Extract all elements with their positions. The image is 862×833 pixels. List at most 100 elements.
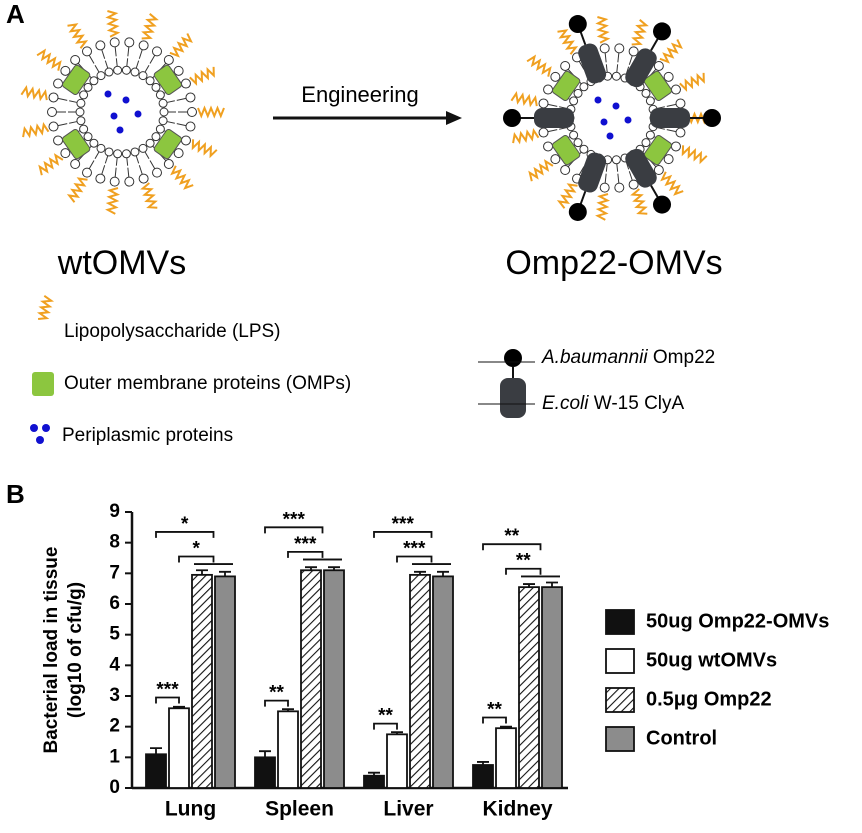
lipid-tail: [617, 52, 620, 63]
lipid-head: [663, 71, 674, 82]
lipid-head: [653, 165, 664, 176]
vesicle: [503, 15, 721, 221]
bar: [495, 727, 517, 789]
significance-bracket: [155, 696, 180, 704]
lps: [557, 29, 579, 55]
y-tick-label: 9: [109, 501, 120, 522]
periplasmic: [104, 90, 112, 98]
omp: [551, 134, 581, 166]
significance-bracket: [264, 699, 289, 707]
lipid-tail: [547, 103, 558, 107]
lps: [36, 48, 62, 71]
lipid-head: [569, 130, 579, 140]
legend-label: 0.5μg Omp22: [646, 688, 772, 710]
y-tick-label: 7: [109, 562, 120, 583]
lipid-head: [158, 98, 168, 108]
lipid-head: [573, 138, 583, 148]
lipid-tail: [578, 60, 585, 70]
lipid-head: [104, 147, 114, 157]
y-tick-label: 6: [109, 593, 120, 614]
lipid-tail: [149, 160, 156, 170]
lipid-tail: [176, 123, 187, 127]
lipid-head: [53, 78, 64, 89]
lipid-head: [173, 65, 184, 76]
lipid-tail: [94, 151, 100, 160]
bar: [363, 774, 385, 789]
omp22: [653, 195, 671, 214]
lipid-head: [113, 65, 123, 75]
legend-label: 50ug wtOMVs: [646, 649, 777, 671]
significance-label: *: [193, 538, 201, 559]
bar: [191, 573, 213, 789]
lps: [67, 23, 89, 49]
vesicle-name: Omp22-OMVs: [505, 244, 722, 282]
significance-bracket: [264, 526, 324, 534]
lps: [512, 128, 540, 145]
error-bar: [173, 705, 185, 709]
lipid-head: [95, 40, 106, 51]
error-bar: [437, 570, 449, 577]
lipid-head: [70, 159, 81, 170]
lipid-head: [138, 40, 149, 51]
significance-label: **: [504, 526, 519, 547]
periplasmic: [30, 424, 38, 432]
clya: [534, 108, 574, 128]
lipid-head: [96, 71, 106, 81]
lipid-tail: [666, 103, 677, 107]
lipid-head: [83, 132, 93, 142]
lipid-tail: [57, 123, 68, 127]
lps: [660, 171, 684, 196]
lipid-tail: [127, 167, 130, 178]
panel-label: A: [6, 0, 25, 29]
bar: [386, 733, 408, 789]
error-bar: [523, 583, 535, 588]
lipid-head: [180, 135, 191, 146]
lps: [169, 33, 193, 58]
lipid-tail: [166, 100, 175, 103]
legend-swatch: [605, 648, 635, 674]
lps: [189, 66, 215, 86]
lipid-head: [645, 96, 655, 106]
lipid-head: [152, 167, 162, 178]
lipid-tail: [149, 54, 156, 64]
omp: [551, 70, 581, 102]
omp22: [503, 109, 521, 127]
lipid-head: [670, 141, 681, 152]
omp22: [568, 202, 587, 221]
lipid-tail: [176, 97, 187, 101]
lipid-tail: [115, 157, 118, 166]
lipid-head: [76, 98, 86, 108]
lipid-tail: [628, 171, 633, 181]
lipid-head: [614, 182, 625, 193]
significance-bracket: [287, 550, 324, 558]
lipid-tail: [88, 160, 95, 170]
omp22: [653, 22, 671, 41]
lipid-head: [579, 82, 589, 92]
lipid-tail: [666, 129, 677, 133]
lipid-head: [185, 121, 196, 132]
significance-bracket: [155, 531, 215, 538]
lipid-head: [550, 154, 561, 165]
lipid-head: [155, 124, 165, 134]
lps: [631, 19, 649, 46]
periplasmic: [122, 96, 130, 104]
lipid-head: [121, 149, 131, 159]
legend-swatch: [605, 687, 635, 713]
lps: [38, 153, 64, 176]
lipid-head: [550, 71, 561, 82]
lipid-head: [53, 135, 64, 146]
lipid-tail: [578, 166, 585, 176]
lipid-head: [599, 182, 610, 193]
error-bar: [477, 761, 489, 765]
bar: [432, 575, 454, 789]
lipid-tail: [69, 100, 78, 103]
lipid-tail: [617, 173, 620, 184]
significance-bracket: [505, 567, 542, 575]
bar: [518, 586, 540, 789]
lipid-tail: [605, 64, 608, 73]
x-tick-label: Lung: [165, 798, 216, 821]
lps: [595, 16, 611, 44]
lipid-head: [79, 90, 89, 100]
lipid-head: [611, 155, 621, 165]
bar: [277, 710, 299, 789]
